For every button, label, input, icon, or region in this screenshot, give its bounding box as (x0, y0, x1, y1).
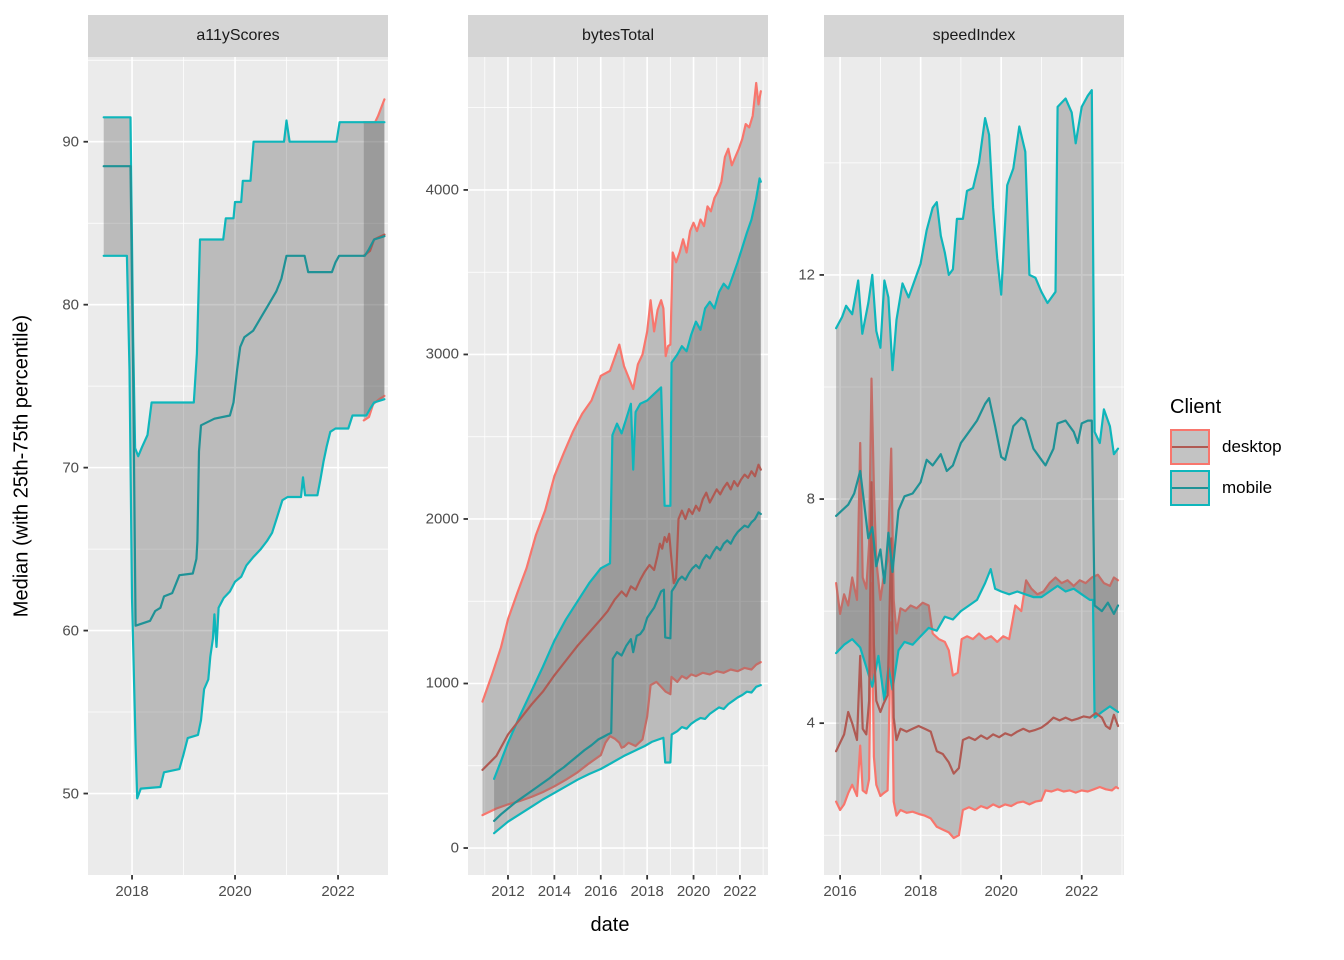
p25-line-desktop (481, 661, 762, 817)
p25-line-mobile (102, 254, 386, 800)
legend-label-mobile: mobile (1222, 478, 1273, 497)
x-tick-label-2016: 2016 (584, 883, 618, 900)
x-tick-label-2020: 2020 (676, 883, 711, 900)
facet-strip-label: bytesTotal (581, 27, 655, 44)
y-tick-label-2000: 2000 (425, 510, 459, 528)
y-tick-label-80: 80 (62, 296, 79, 314)
facet-strip-label: a11yScores (196, 27, 280, 44)
legend-items: desktop mobile (1170, 429, 1282, 506)
median-line-mobile (102, 165, 386, 627)
x-tick-label-2018: 2018 (630, 883, 664, 900)
median-line-mobile (493, 511, 762, 822)
iqr-ribbon-mobile (103, 117, 385, 799)
y-tick-label-8: 8 (806, 490, 815, 508)
y-tick-label-4000: 4000 (425, 181, 459, 199)
x-tick-label-2022: 2022 (321, 883, 355, 900)
legend: Client desktop mobile (1170, 396, 1282, 511)
iqr-ribbon-mobile (836, 90, 1118, 718)
facet-panel-a11yScores (83, 57, 388, 880)
facet-strip-a11yscores: a11yScores (88, 15, 388, 57)
x-tick-label-2018: 2018 (903, 883, 938, 900)
legend-title: Client (1170, 396, 1222, 418)
x-tick-label-2020: 2020 (218, 883, 252, 900)
y-tick-label-12: 12 (798, 266, 815, 284)
iqr-ribbon-desktop (482, 83, 761, 816)
median-line-desktop (481, 463, 762, 771)
iqr-ribbon-mobile (494, 178, 761, 834)
p75-line-mobile (102, 116, 386, 458)
x-tick-label-2018: 2018 (115, 883, 149, 900)
facet-panel-speedIndex (819, 57, 1124, 880)
x-tick-label-2016: 2016 (823, 883, 857, 900)
y-tick-label-50: 50 (62, 785, 79, 803)
y-tick-label-1000: 1000 (425, 674, 459, 692)
legend-item-desktop: desktop (1170, 429, 1282, 465)
y-tick-label-4: 4 (806, 714, 815, 732)
x-axis-title: date (590, 914, 630, 936)
y-tick-label-90: 90 (62, 133, 79, 151)
legend-key-mobile-median-line (1172, 487, 1208, 489)
y-tick-label-60: 60 (62, 622, 79, 640)
iqr-ribbon-desktop (363, 99, 385, 421)
y-tick-label-70: 70 (62, 459, 79, 477)
p75-line-desktop (481, 81, 762, 703)
x-tick-label-2014: 2014 (537, 883, 572, 900)
y-axis-title: Median (with 25th-75th percentile) (10, 314, 33, 618)
p75-line-mobile (493, 177, 762, 780)
x-tick-label-2020: 2020 (984, 883, 1018, 900)
legend-label-desktop: desktop (1222, 437, 1282, 456)
y-tick-label-3000: 3000 (425, 345, 459, 363)
facet-panel-bytesTotal (463, 57, 768, 880)
p75-line-desktop (835, 377, 1120, 677)
legend-key-mobile-swatch (1170, 470, 1210, 506)
facet-strip-speedindex: speedIndex (824, 15, 1124, 57)
median-line-mobile (835, 397, 1120, 615)
median-line-desktop (835, 481, 1120, 775)
x-tick-label-2022: 2022 (723, 883, 757, 900)
facet-strip-bytestotal: bytesTotal (468, 15, 768, 57)
p75-line-mobile (835, 89, 1120, 456)
p25-line-mobile (493, 684, 762, 835)
x-tick-label-2022: 2022 (1065, 883, 1099, 900)
y-tick-label-0: 0 (450, 839, 459, 857)
legend-key-desktop-median-line (1172, 446, 1208, 448)
p25-line-mobile (835, 568, 1120, 719)
facet-strip-label: speedIndex (932, 27, 1016, 44)
legend-item-mobile: mobile (1170, 470, 1282, 506)
legend-key-desktop-swatch (1170, 429, 1210, 465)
x-tick-label-2012: 2012 (491, 883, 525, 900)
